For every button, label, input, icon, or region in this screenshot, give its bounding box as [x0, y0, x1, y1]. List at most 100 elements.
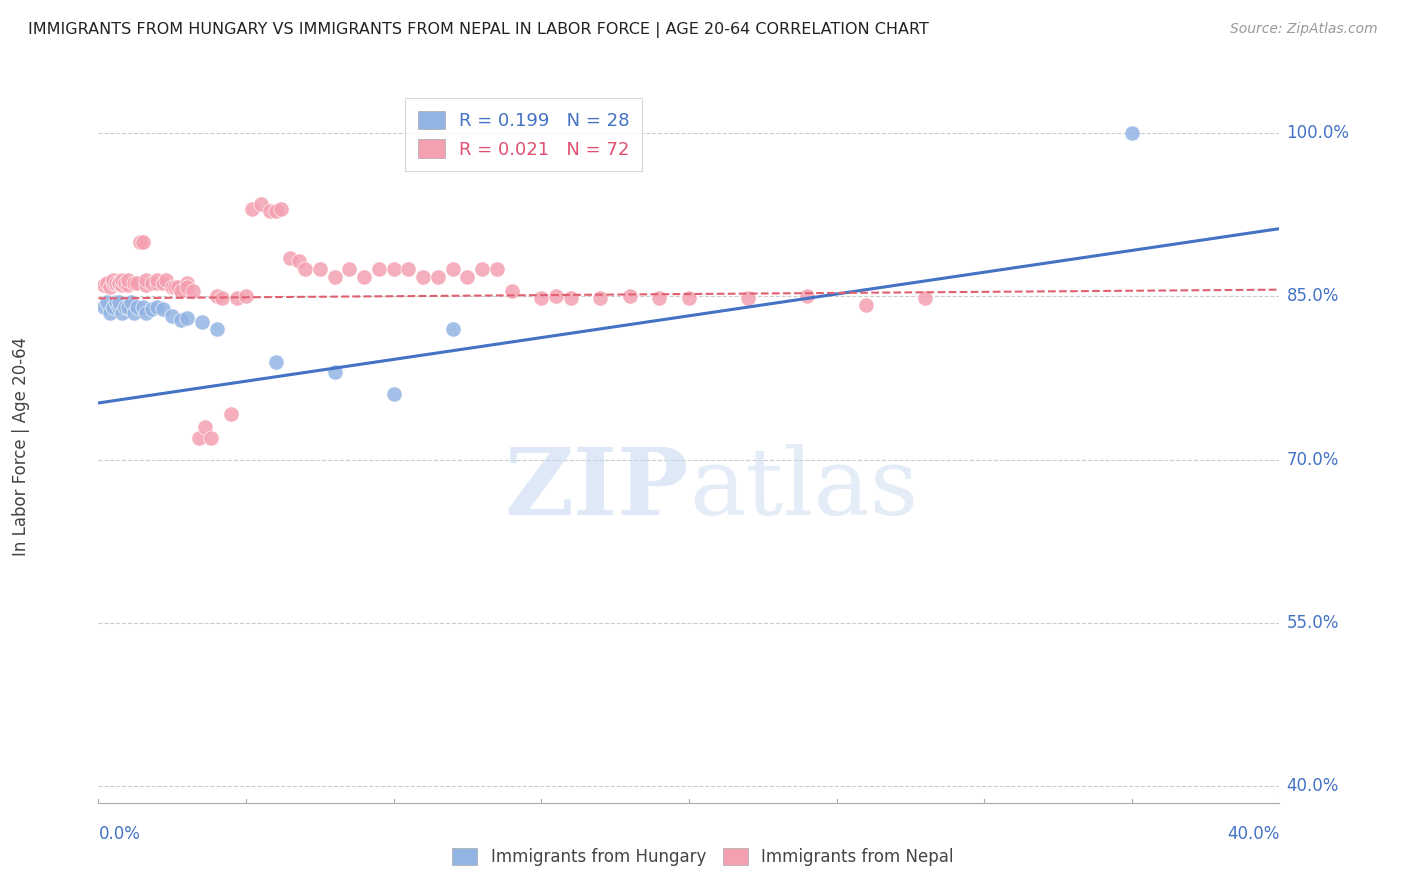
Point — [162, 280, 183, 294]
Point — [648, 292, 671, 306]
Point — [560, 292, 582, 306]
Text: 70.0%: 70.0% — [1286, 450, 1339, 468]
Point — [270, 202, 292, 216]
Point — [108, 294, 131, 309]
Point — [181, 284, 204, 298]
Point — [441, 262, 464, 277]
Point — [1121, 126, 1143, 140]
Text: 40.0%: 40.0% — [1286, 778, 1339, 796]
Point — [396, 262, 419, 277]
Point — [111, 305, 134, 319]
Point — [226, 292, 249, 306]
Point — [98, 280, 121, 294]
Point — [117, 278, 139, 293]
Point — [855, 298, 877, 312]
Legend: R = 0.199   N = 28, R = 0.021   N = 72: R = 0.199 N = 28, R = 0.021 N = 72 — [405, 98, 643, 171]
Point — [170, 313, 193, 327]
Point — [117, 300, 139, 314]
Point — [111, 273, 134, 287]
Point — [135, 278, 157, 293]
Point — [194, 420, 217, 434]
Point — [191, 315, 214, 329]
Point — [278, 251, 302, 265]
Point — [235, 289, 257, 303]
Point — [264, 204, 287, 219]
Point — [176, 276, 198, 290]
Point — [111, 278, 134, 293]
Text: 40.0%: 40.0% — [1227, 825, 1279, 843]
Point — [105, 276, 128, 290]
Point — [288, 254, 311, 268]
Point — [141, 302, 163, 317]
Point — [427, 269, 450, 284]
Point — [544, 289, 567, 303]
Point — [125, 300, 148, 314]
Point — [141, 276, 163, 290]
Point — [796, 289, 818, 303]
Point — [114, 276, 136, 290]
Point — [103, 273, 125, 287]
Point — [353, 269, 375, 284]
Point — [162, 309, 183, 323]
Point — [914, 292, 936, 306]
Point — [337, 262, 360, 277]
Text: 100.0%: 100.0% — [1286, 124, 1350, 142]
Point — [264, 354, 287, 368]
Point — [382, 387, 405, 401]
Point — [176, 310, 198, 325]
Point — [125, 276, 148, 290]
Point — [105, 294, 128, 309]
Point — [117, 273, 139, 287]
Point — [96, 276, 118, 290]
Point — [103, 276, 125, 290]
Point — [619, 289, 641, 303]
Point — [146, 276, 169, 290]
Point — [167, 280, 190, 294]
Text: IMMIGRANTS FROM HUNGARY VS IMMIGRANTS FROM NEPAL IN LABOR FORCE | AGE 20-64 CORR: IMMIGRANTS FROM HUNGARY VS IMMIGRANTS FR… — [28, 22, 929, 38]
Point — [170, 284, 193, 298]
Point — [108, 300, 131, 314]
Point — [294, 262, 316, 277]
Point — [165, 280, 187, 294]
Point — [98, 305, 121, 319]
Text: Source: ZipAtlas.com: Source: ZipAtlas.com — [1230, 22, 1378, 37]
Point — [108, 276, 131, 290]
Point — [128, 235, 150, 249]
Text: 0.0%: 0.0% — [98, 825, 141, 843]
Point — [205, 289, 228, 303]
Point — [471, 262, 494, 277]
Point — [146, 273, 169, 287]
Text: ZIP: ZIP — [505, 444, 689, 533]
Point — [152, 276, 174, 290]
Point — [211, 292, 233, 306]
Point — [219, 407, 242, 421]
Point — [530, 292, 553, 306]
Point — [441, 322, 464, 336]
Point — [309, 262, 332, 277]
Point — [368, 262, 391, 277]
Text: In Labor Force | Age 20-64: In Labor Force | Age 20-64 — [13, 336, 30, 556]
Point — [323, 366, 346, 380]
Point — [135, 305, 157, 319]
Legend: Immigrants from Hungary, Immigrants from Nepal: Immigrants from Hungary, Immigrants from… — [444, 840, 962, 875]
Point — [155, 273, 177, 287]
Point — [135, 273, 157, 287]
Point — [678, 292, 700, 306]
Point — [132, 235, 155, 249]
Point — [114, 300, 136, 314]
Text: 85.0%: 85.0% — [1286, 287, 1339, 305]
Text: 55.0%: 55.0% — [1286, 614, 1339, 632]
Point — [205, 322, 228, 336]
Text: atlas: atlas — [689, 444, 918, 533]
Point — [323, 269, 346, 284]
Point — [412, 269, 434, 284]
Point — [486, 262, 509, 277]
Point — [108, 276, 131, 290]
Point — [93, 278, 115, 293]
Point — [200, 431, 222, 445]
Point — [122, 276, 145, 290]
Point — [240, 202, 263, 216]
Point — [382, 262, 405, 277]
Point — [259, 204, 281, 219]
Point — [103, 300, 125, 314]
